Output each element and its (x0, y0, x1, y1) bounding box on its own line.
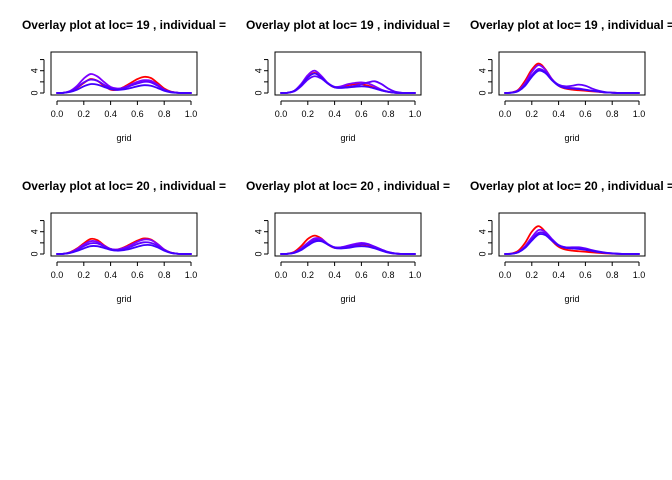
x-tick-label: 1.0 (633, 270, 646, 280)
density-curve (504, 233, 640, 255)
y-tick-label: 0 (253, 251, 263, 256)
x-tick-label: 0.4 (552, 270, 565, 280)
x-tick-label: 0.8 (158, 109, 171, 119)
x-tick-label: 0.2 (302, 270, 315, 280)
y-tick-label: 4 (253, 229, 263, 234)
x-tick-label: 0.4 (104, 270, 117, 280)
plot-frame (498, 212, 646, 257)
x-tick-label: 0.8 (382, 270, 395, 280)
y-tick-label: 0 (477, 251, 487, 256)
y-tick-label: 0 (477, 90, 487, 95)
x-tick-label: 0.2 (302, 109, 315, 119)
x-tick-label: 1.0 (409, 109, 422, 119)
plot-panel: Overlay plot at loc= 19 , individual = 0 4… (22, 18, 226, 143)
x-tick-label: 1.0 (185, 109, 198, 119)
y-tick-label: 4 (253, 68, 263, 73)
plot-frame (50, 212, 198, 257)
y-tick-label: 4 (477, 68, 487, 73)
x-tick-label: 0.4 (104, 109, 117, 119)
plot-frame (50, 51, 198, 96)
plot-title: Overlay plot at loc= 20 , individual = (470, 179, 672, 193)
x-tick-label: 1.0 (185, 270, 198, 280)
x-tick-label: 0.2 (78, 109, 91, 119)
x-tick-label: 0.8 (158, 270, 171, 280)
x-axis-label: grid (564, 133, 579, 143)
x-tick-label: 0.2 (78, 270, 91, 280)
x-tick-label: 0.4 (552, 109, 565, 119)
plot-panel: Overlay plot at loc= 19 , individual = 0 4… (246, 18, 450, 143)
x-tick-label: 0.6 (355, 270, 368, 280)
x-tick-label: 0.4 (328, 270, 341, 280)
density-curve (280, 240, 416, 255)
plot-panel: Overlay plot at loc= 19 , individual = 0 4… (470, 18, 672, 143)
x-tick-label: 0.6 (579, 270, 592, 280)
plot-title: Overlay plot at loc= 19 , individual = (246, 18, 450, 32)
plot-panel: Overlay plot at loc= 20 , individual = 0 4… (246, 179, 450, 304)
x-tick-label: 0.0 (275, 270, 288, 280)
plot-title: Overlay plot at loc= 19 , individual = (22, 18, 226, 32)
x-tick-label: 1.0 (633, 109, 646, 119)
plot-panel: Overlay plot at loc= 20 , individual = 0 4… (22, 179, 226, 304)
y-tick-label: 0 (253, 90, 263, 95)
plot-frame (274, 51, 422, 96)
y-tick-label: 4 (29, 68, 39, 73)
density-curve (504, 69, 640, 94)
x-tick-label: 0.0 (51, 270, 64, 280)
x-tick-label: 0.8 (606, 270, 619, 280)
plot-frame (274, 212, 422, 257)
x-axis-label: grid (340, 294, 355, 304)
plot-title: Overlay plot at loc= 20 , individual = (246, 179, 450, 193)
x-tick-label: 0.0 (275, 109, 288, 119)
x-tick-label: 0.0 (51, 109, 64, 119)
plot-title: Overlay plot at loc= 19 , individual = (470, 18, 672, 32)
x-tick-label: 0.6 (579, 109, 592, 119)
x-tick-label: 0.0 (499, 270, 512, 280)
x-tick-label: 0.8 (606, 109, 619, 119)
density-curve (56, 243, 192, 255)
x-axis-label: grid (340, 133, 355, 143)
y-tick-label: 4 (29, 229, 39, 234)
x-axis-label: grid (116, 294, 131, 304)
plot-frame (498, 51, 646, 96)
plot-panel: Overlay plot at loc= 20 , individual = 0 4… (470, 179, 672, 304)
x-axis-label: grid (116, 133, 131, 143)
x-tick-label: 0.0 (499, 109, 512, 119)
density-curve (56, 83, 192, 94)
x-tick-label: 0.6 (355, 109, 368, 119)
x-tick-label: 0.6 (131, 270, 144, 280)
x-tick-label: 0.2 (526, 109, 539, 119)
plot-title: Overlay plot at loc= 20 , individual = (22, 179, 226, 193)
y-tick-label: 4 (477, 229, 487, 234)
x-tick-label: 0.4 (328, 109, 341, 119)
y-tick-label: 0 (29, 251, 39, 256)
x-tick-label: 0.6 (131, 109, 144, 119)
x-tick-label: 0.8 (382, 109, 395, 119)
x-tick-label: 1.0 (409, 270, 422, 280)
x-tick-label: 0.2 (526, 270, 539, 280)
density-curve (280, 72, 416, 94)
y-tick-label: 0 (29, 90, 39, 95)
x-axis-label: grid (564, 294, 579, 304)
